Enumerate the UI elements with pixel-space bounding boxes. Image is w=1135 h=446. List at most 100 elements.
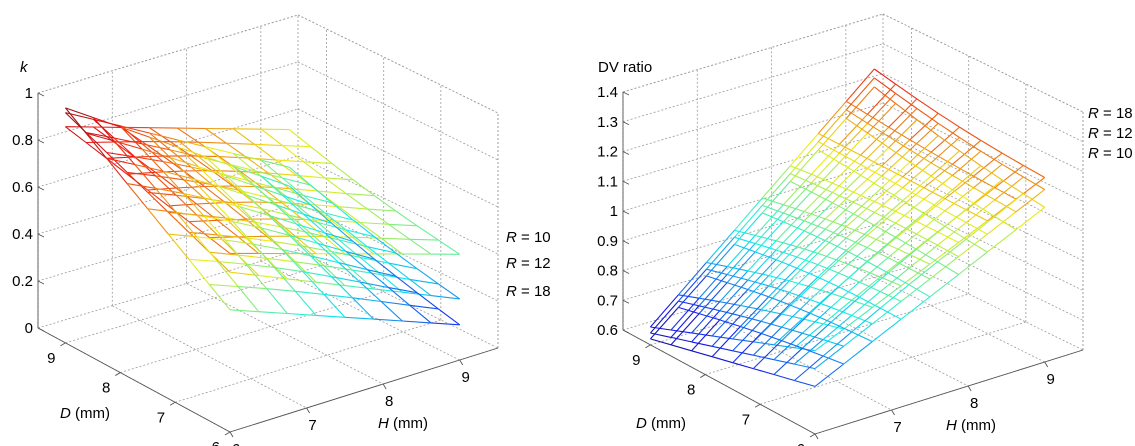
z-tick-label: 1.3 (597, 114, 618, 131)
surface-mesh-segment (692, 342, 713, 346)
surface-mesh-segment (381, 238, 410, 239)
surface-mesh-segment (238, 236, 267, 237)
z-tick-label: 1.1 (597, 173, 618, 190)
surface-mesh-segment (790, 142, 818, 174)
z-tick (38, 187, 44, 190)
surface-mesh-segment (839, 114, 867, 144)
z-tick-label: 1.4 (597, 84, 618, 101)
surface-mesh-segment (917, 211, 946, 234)
z-tick-label: 1 (25, 85, 33, 102)
d-tick-label: 7 (157, 409, 165, 426)
surface-mesh-segment (431, 323, 460, 325)
surface-mesh-segment (874, 225, 895, 237)
surface-mesh-segment (846, 118, 867, 133)
series-label: R = 12 (506, 255, 551, 272)
d-tick-label: 9 (632, 352, 640, 369)
surface-mesh-segment (910, 162, 931, 176)
surface-mesh-segment (238, 255, 267, 258)
surface-mesh-segment (966, 223, 987, 235)
surface-mesh-segment (289, 130, 310, 147)
h-axis-var: H (946, 417, 957, 434)
d-axis-label: D (mm) (636, 415, 686, 432)
h-tick-label: 7 (893, 419, 901, 436)
surface-mesh-segment (1023, 194, 1044, 208)
surface-mesh-segment (148, 209, 176, 213)
surface-mesh-segment (283, 146, 311, 147)
surface-mesh-segment (226, 143, 254, 144)
wall-grid-line (623, 103, 883, 181)
surface-mesh-segment (846, 78, 874, 110)
surface-mesh-segment (671, 330, 692, 333)
z-axis-label: DV ratio (598, 59, 652, 76)
surface-mesh-segment (339, 207, 368, 209)
h-tick (460, 360, 463, 365)
surface-mesh-segment (671, 345, 692, 351)
surface-mesh-segment (410, 239, 439, 240)
floor-grid-line (760, 322, 1026, 404)
wall-grid-line (38, 203, 298, 281)
surface-mesh-segment (720, 302, 741, 306)
h-axis (230, 348, 498, 432)
z-tick (623, 330, 629, 333)
h-axis-var: H (378, 415, 389, 432)
surface-mesh-segment (267, 289, 288, 314)
surface-mesh-segment (852, 332, 873, 342)
wall-grid-line (623, 44, 883, 122)
surface-mesh-segment (353, 298, 382, 302)
z-tick (623, 241, 629, 244)
surface-mesh-segment (233, 166, 254, 185)
wall-grid-line (623, 193, 883, 271)
surface-mesh-segment (374, 319, 403, 321)
surface-mesh-segment (346, 194, 367, 210)
d-tick (645, 345, 650, 348)
d-tick (755, 404, 760, 407)
surface-mesh-segment (810, 261, 838, 287)
series-label-var: R (506, 283, 517, 300)
surface-mesh-segment (811, 144, 839, 174)
z-tick (623, 271, 629, 274)
surface-mesh-segment (966, 210, 987, 221)
surface-mesh-segment (360, 223, 389, 225)
surface-mesh-segment (316, 315, 345, 317)
surface-mesh-segment (346, 194, 374, 196)
surface-mesh-segment (332, 163, 353, 179)
series-label: R = 10 (506, 229, 551, 246)
surface-mesh-segment (189, 259, 218, 261)
surface-mesh-segment (389, 224, 418, 226)
surface-mesh-segment (831, 293, 852, 300)
surface-mesh-segment (818, 227, 846, 254)
surface-mesh-segment (678, 263, 706, 295)
surface-mesh-segment (1016, 207, 1045, 229)
surface-mesh-segment (733, 363, 754, 369)
d-axis-unit: (mm) (71, 405, 110, 422)
series-label: R = 12 (1088, 125, 1133, 142)
surface-mesh-segment (762, 213, 783, 222)
surface-mesh-segment (818, 101, 846, 133)
surface-mesh-segment (712, 357, 733, 363)
surface-mesh-segment (733, 310, 761, 339)
surface-mesh-segment (825, 214, 853, 241)
series-label-value: = 10 (517, 229, 551, 246)
surface-mesh-segment (896, 84, 917, 99)
surface-mesh-segment (706, 237, 734, 269)
surface-mesh-segment (353, 180, 374, 196)
surface-mesh-segment (811, 183, 832, 193)
surface-mesh-segment (874, 69, 895, 84)
surface-mesh-segment (790, 134, 818, 166)
surface-mesh-segment (367, 209, 388, 224)
surface-mesh-segment (874, 78, 895, 94)
surface-mesh-segment (839, 287, 860, 297)
wall-edge (298, 15, 498, 113)
surface-mesh-segment (209, 285, 238, 287)
z-tick-label: 0.7 (597, 292, 618, 309)
surface-mesh-segment (844, 342, 873, 364)
floor-grid-line (175, 320, 441, 402)
surface-mesh-segment (712, 346, 733, 351)
surface-mesh-segment (761, 321, 782, 327)
d-tick-label: 6 (212, 439, 220, 446)
surface-mesh-segment (748, 290, 769, 297)
z-tick-label: 1.2 (597, 144, 618, 161)
surface-mesh-segment (974, 176, 995, 188)
h-tick-label: 7 (308, 417, 316, 434)
